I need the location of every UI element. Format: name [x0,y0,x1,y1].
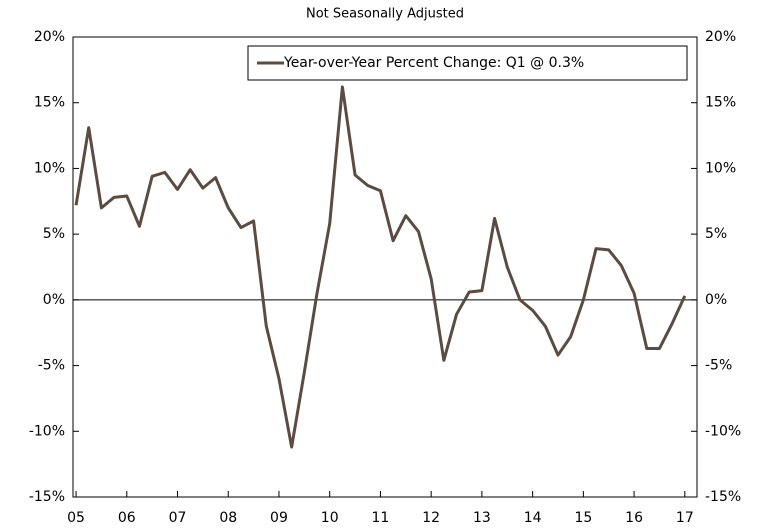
series-line [74,85,687,449]
y-tick-label: 5% [43,226,65,242]
y-tick-label: 10% [34,160,65,176]
x-tick-label: 13 [473,510,491,526]
y-tick-label: -10% [29,423,65,439]
y-tick-label: 15% [34,95,65,111]
x-tick-label: 06 [118,510,136,526]
legend-box [247,45,688,81]
y2-tick-label: 10% [705,160,736,176]
x-tick-label: 08 [219,510,237,526]
y2-tick-label: -15% [705,489,741,505]
plot-frame [72,36,698,498]
x-tick-label: 10 [321,510,339,526]
y2-tick-label: 20% [705,29,736,45]
x-tick-label: 12 [422,510,440,526]
y2-tick-label: 0% [705,292,727,308]
y2-tick-label: 15% [705,95,736,111]
y2-tick-label: -10% [705,423,741,439]
y-tick-label: -15% [29,489,65,505]
x-tick-label: 16 [625,510,643,526]
x-tick-label: 09 [270,510,288,526]
x-tick-label: 11 [372,510,390,526]
chart-subtitle: Not Seasonally Adjusted [306,7,464,22]
x-tick-label: 14 [524,510,542,526]
x-tick-label: 15 [574,510,592,526]
y-tick-label: 20% [34,29,65,45]
y2-tick-label: -5% [705,358,732,374]
y-tick-label: 0% [43,292,65,308]
x-tick-label: 17 [676,510,694,526]
y2-tick-label: 5% [705,226,727,242]
legend-label: Year-over-Year Percent Change: Q1 @ 0.3% [283,55,584,71]
x-tick-label: 05 [67,510,85,526]
y-tick-label: -5% [38,358,65,374]
x-tick-label: 07 [169,510,187,526]
